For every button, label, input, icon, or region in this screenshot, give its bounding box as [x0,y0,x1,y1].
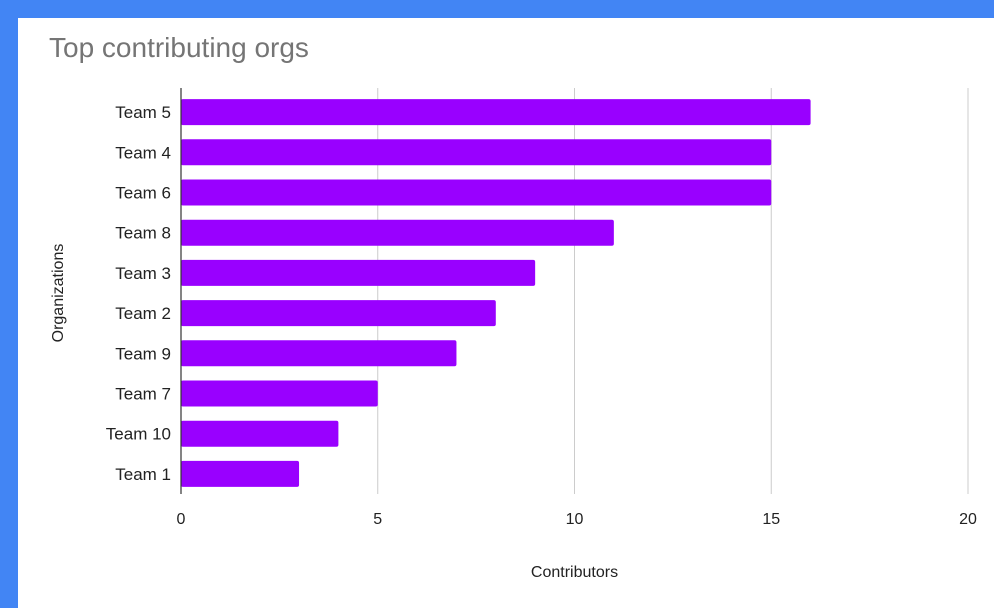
x-tick-label: 15 [762,511,780,528]
labels: 0 5 10 15 20 Team 5 Team 4 Team 6 Team 8 Team 3 Te… [50,103,977,581]
bar [181,420,339,447]
bar [181,219,614,246]
bar [181,380,378,407]
y-category-label: Team 1 [115,465,171,484]
bar [181,259,536,286]
y-category-label: Team 8 [115,224,171,243]
x-tick-label: 10 [566,511,584,528]
y-category-label: Team 5 [115,103,171,122]
y-category-label: Team 7 [115,385,171,404]
y-category-label: Team 4 [115,143,171,162]
x-tick-label: 5 [373,511,382,528]
y-category-label: Team 9 [115,344,171,363]
bar [181,460,300,487]
bar [181,340,457,367]
chart-card: Top contributing orgs 0 5 10 15 20 Team 5 Team… [18,18,994,608]
x-axis-title: Contributors [531,564,618,581]
bar-chart: 0 5 10 15 20 Team 5 Team 4 Team 6 Team 8 Team 3 Te… [50,88,977,581]
x-tick-label: 20 [959,511,977,528]
bar [181,300,496,327]
bar [181,99,811,126]
y-category-label: Team 2 [115,304,171,323]
x-tick-label: 0 [177,511,186,528]
y-axis-title: Organizations [50,244,67,343]
bars [181,99,811,487]
y-category-label: Team 10 [106,425,171,444]
chart-title: Top contributing orgs [49,32,309,63]
y-category-label: Team 6 [115,184,171,203]
y-category-label: Team 3 [115,264,171,283]
bar [181,179,772,206]
bar [181,139,772,166]
